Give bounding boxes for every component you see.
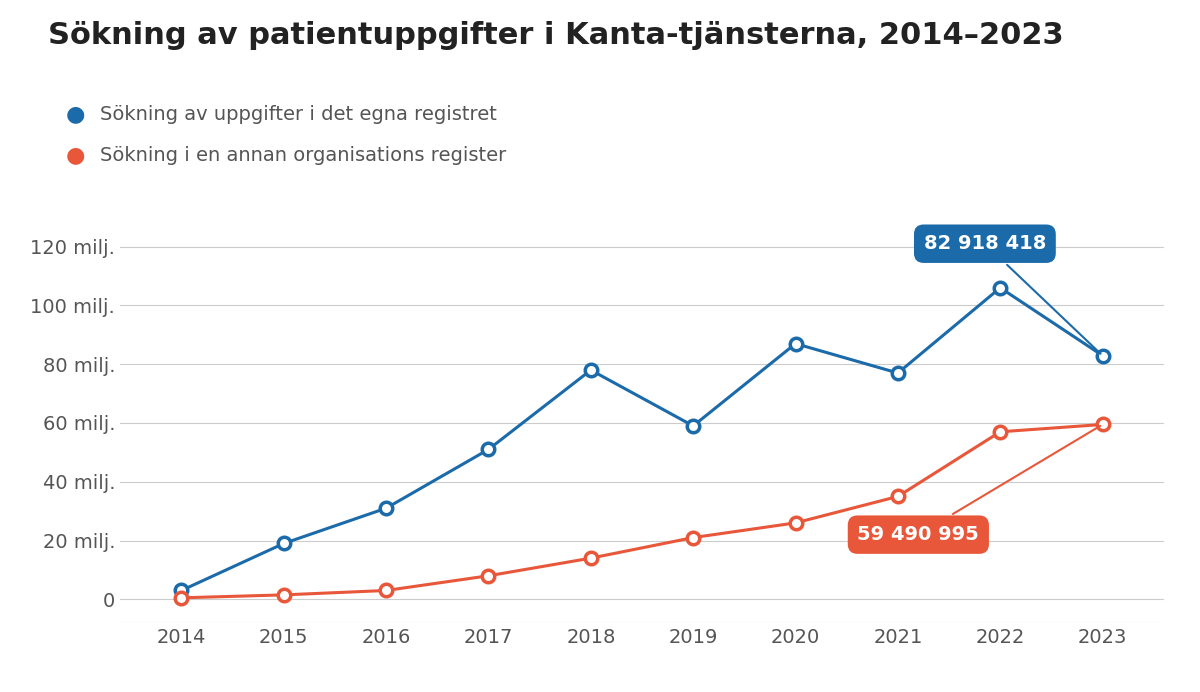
Text: 59 490 995: 59 490 995 [858,426,1100,544]
Text: ●: ● [66,146,85,165]
Text: Sökning av uppgifter i det egna registret: Sökning av uppgifter i det egna registre… [100,104,497,124]
Text: ●: ● [66,104,85,124]
Text: Sökning av patientuppgifter i Kanta-tjänsterna, 2014–2023: Sökning av patientuppgifter i Kanta-tjän… [48,21,1063,50]
Text: Sökning i en annan organisations register: Sökning i en annan organisations registe… [100,146,506,165]
Text: 82 918 418: 82 918 418 [924,234,1100,354]
